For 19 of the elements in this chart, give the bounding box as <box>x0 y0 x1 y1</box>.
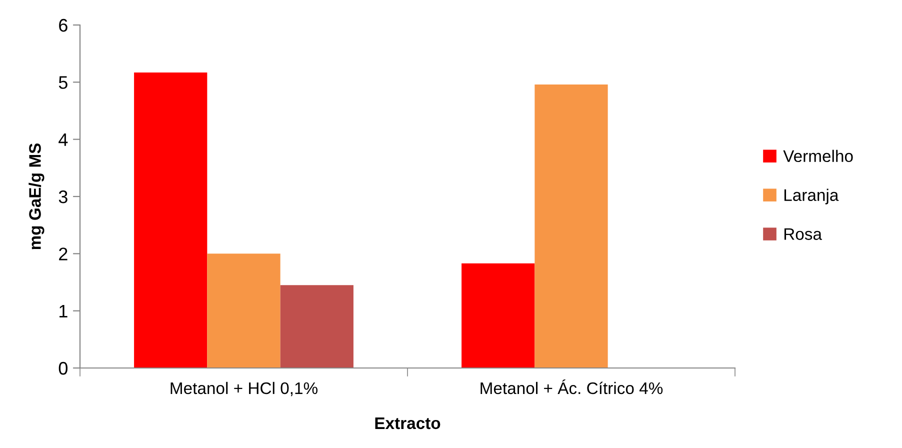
y-tick-label: 0 <box>58 362 68 375</box>
y-tick-label: 1 <box>60 304 68 318</box>
bar <box>134 72 208 368</box>
bar <box>280 285 354 368</box>
legend-label: Vermelho <box>783 150 853 162</box>
y-tick-label: 4 <box>58 133 68 146</box>
bar <box>534 84 608 368</box>
y-axis-title: mg GaE/g MS <box>28 143 44 250</box>
x-tick-label: Metanol + Ác. Cítrico 4% <box>480 380 663 394</box>
x-axis-title: Extracto <box>375 417 440 430</box>
y-tick-label: 6 <box>59 18 68 32</box>
y-tick-label: 5 <box>58 76 68 89</box>
x-tick-label: Metanol + HCl 0,1% <box>170 382 318 396</box>
y-tick-label: 3 <box>58 190 68 204</box>
y-tick-label: 2 <box>59 248 68 260</box>
legend-label: Rosa <box>784 228 822 240</box>
legend-label: Laranja <box>784 188 839 204</box>
bar <box>207 254 280 368</box>
bar <box>462 263 535 368</box>
